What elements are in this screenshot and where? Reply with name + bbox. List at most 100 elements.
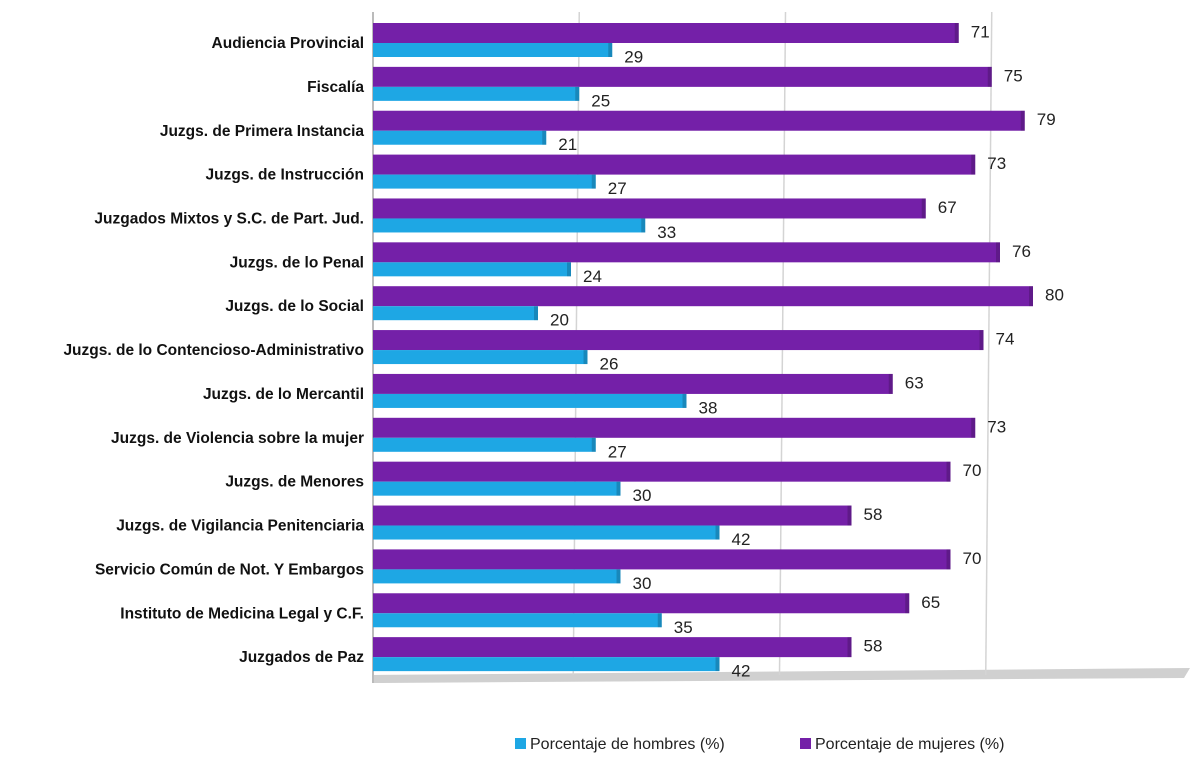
bar	[373, 569, 621, 584]
value-label: 42	[732, 530, 751, 549]
bar	[373, 23, 959, 43]
category-label: Juzgs. de lo Contencioso-Administrativo	[63, 342, 364, 359]
bar-edge	[583, 350, 588, 365]
value-label: 27	[608, 179, 627, 198]
value-label: 73	[987, 417, 1006, 436]
bar	[373, 66, 992, 87]
bar-edge	[542, 130, 547, 145]
bar-edge	[641, 218, 646, 233]
category-label: Instituto de Medicina Legal y C.F.	[120, 605, 364, 622]
bar	[373, 286, 1033, 307]
value-label: 58	[864, 637, 883, 656]
bar-edge	[1020, 110, 1025, 131]
bar	[373, 330, 984, 351]
bar	[373, 218, 646, 233]
category-label: Juzgs. de Violencia sobre la mujer	[111, 430, 364, 447]
bar-edge	[987, 66, 992, 87]
value-label: 38	[699, 398, 718, 417]
bar	[373, 505, 852, 526]
bar-edge	[979, 330, 984, 351]
value-label: 30	[633, 486, 652, 505]
category-label: Servicio Común de Not. Y Embargos	[95, 561, 364, 578]
bar	[373, 481, 621, 496]
bar	[373, 549, 951, 570]
category-label: Juzgs. de lo Social	[225, 298, 364, 315]
value-label: 76	[1012, 242, 1031, 261]
category-label: Juzgs. de lo Mercantil	[203, 386, 364, 403]
value-label: 71	[971, 22, 990, 41]
value-label: 30	[633, 574, 652, 593]
value-label: 29	[624, 47, 643, 66]
bar	[373, 86, 580, 101]
value-label: 67	[938, 198, 957, 217]
bar-edge	[715, 525, 720, 540]
value-label: 27	[608, 442, 627, 461]
bar-edge	[616, 481, 621, 496]
bar	[373, 306, 538, 321]
category-label: Fiscalía	[307, 79, 364, 96]
category-label: Juzgados Mixtos y S.C. de Part. Jud.	[94, 210, 364, 227]
bar-edge	[608, 43, 613, 57]
bar-edge	[946, 549, 951, 570]
bar-edge	[847, 505, 852, 526]
value-label: 26	[600, 355, 619, 374]
bar	[373, 593, 910, 614]
bar	[373, 262, 571, 277]
bar	[373, 110, 1025, 131]
bar-edge	[847, 637, 852, 658]
bar-edge	[591, 437, 596, 452]
bar	[373, 373, 893, 394]
bar	[373, 637, 852, 658]
value-label: 70	[963, 549, 982, 568]
bar	[373, 350, 588, 365]
category-label: Juzgados de Paz	[239, 649, 364, 666]
category-label: Juzgs. de Primera Instancia	[160, 123, 365, 140]
bar	[373, 437, 596, 452]
value-label: 35	[674, 618, 693, 637]
bar	[373, 242, 1000, 263]
legend-swatch	[800, 738, 811, 749]
bar-edge	[971, 417, 976, 438]
value-label: 20	[550, 311, 569, 330]
bar-edge	[971, 154, 976, 175]
value-label: 75	[1004, 66, 1023, 85]
category-label: Juzgs. de Vigilancia Penitenciaria	[116, 518, 364, 535]
bar-edge	[534, 306, 538, 321]
value-label: 21	[558, 135, 577, 154]
bar	[373, 130, 547, 145]
bar	[373, 393, 687, 408]
bar	[373, 525, 720, 540]
bar-edge	[575, 86, 580, 101]
value-label: 25	[591, 91, 610, 110]
category-label: Juzgs. de lo Penal	[230, 254, 364, 271]
bar	[373, 613, 662, 628]
bar	[373, 461, 951, 482]
value-label: 70	[963, 461, 982, 480]
bar-edge	[591, 174, 596, 189]
bar-edge	[682, 393, 687, 408]
bar	[373, 43, 613, 57]
bar-edge	[921, 198, 926, 219]
legend-label: Porcentaje de hombres (%)	[530, 736, 725, 753]
value-label: 74	[996, 330, 1015, 349]
bar-edge	[888, 373, 893, 394]
bar	[373, 657, 720, 672]
value-label: 63	[905, 373, 924, 392]
bar-edge	[715, 657, 720, 672]
bar-edge	[567, 262, 571, 277]
category-label: Juzgs. de Menores	[225, 474, 364, 491]
value-label: 24	[583, 267, 602, 286]
bar-edge	[1029, 286, 1033, 307]
value-label: 42	[732, 662, 751, 681]
bar-edge	[996, 242, 1000, 263]
bar-edge	[616, 569, 621, 584]
bar	[373, 198, 926, 219]
bar	[373, 417, 976, 438]
value-label: 58	[864, 505, 883, 524]
category-label: Juzgs. de Instrucción	[206, 167, 364, 184]
legend-label: Porcentaje de mujeres (%)	[815, 736, 1004, 753]
value-label: 79	[1037, 110, 1056, 129]
legend-swatch	[515, 738, 526, 749]
bar-edge	[905, 593, 910, 614]
bar-edge	[657, 613, 662, 628]
